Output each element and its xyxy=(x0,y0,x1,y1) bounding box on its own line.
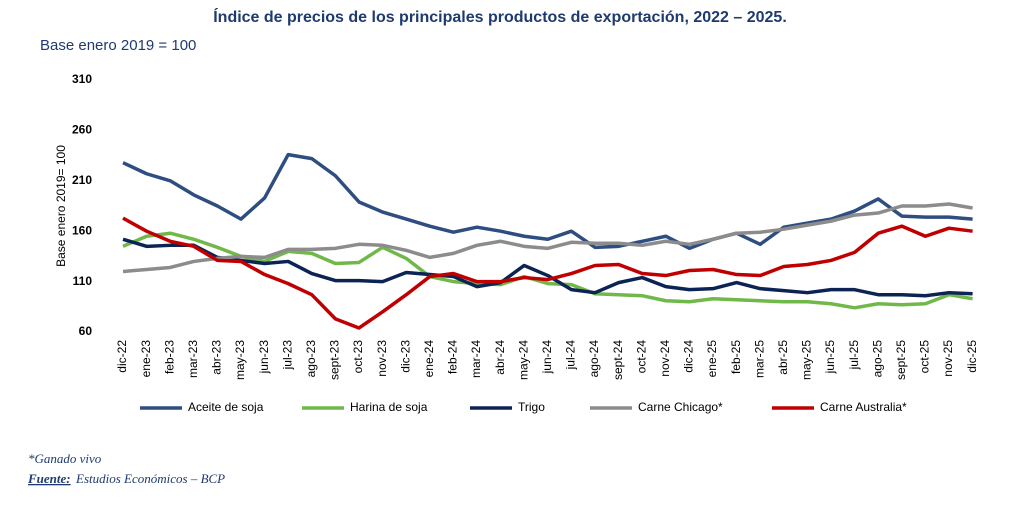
x-tick-label: nov-24 xyxy=(658,340,672,377)
x-tick-label: abr-25 xyxy=(776,340,790,375)
x-tick-label: may-23 xyxy=(233,340,247,380)
y-axis-label: Base enero 2019= 100 xyxy=(54,145,68,267)
x-tick-label: sept-25 xyxy=(894,340,908,380)
legend-label: Carne Australia* xyxy=(820,400,907,414)
x-tick-label: feb-25 xyxy=(729,340,743,374)
x-tick-label: dic-23 xyxy=(398,340,412,373)
x-tick-label: may-25 xyxy=(800,340,814,380)
x-tick-label: oct-23 xyxy=(351,340,365,374)
x-tick-label: oct-25 xyxy=(918,340,932,374)
x-tick-label: jun-24 xyxy=(540,340,554,375)
x-tick-label: ago-24 xyxy=(587,340,601,378)
x-tick-label: abr-24 xyxy=(493,340,507,375)
legend-label: Harina de soja xyxy=(350,400,428,414)
series-line xyxy=(122,231,973,310)
x-tick-label: dic-24 xyxy=(682,340,696,373)
chart-subtitle: Base enero 2019 = 100 xyxy=(40,37,196,54)
legend-label: Aceite de soja xyxy=(188,400,264,414)
x-tick-label: jul-25 xyxy=(847,340,861,371)
x-tick-label: may-24 xyxy=(516,340,530,380)
x-tick-label: dic-25 xyxy=(965,340,979,373)
x-tick-label: sept-24 xyxy=(611,340,625,380)
x-tick-label: nov-25 xyxy=(941,340,955,377)
legend-label: Trigo xyxy=(518,400,545,414)
x-tick-label: dic-22 xyxy=(115,340,129,373)
x-tick-label: ene-25 xyxy=(705,340,719,378)
x-tick-label: feb-24 xyxy=(446,340,460,374)
series-line xyxy=(122,216,973,330)
series-line xyxy=(122,237,973,298)
y-tick-label: 210 xyxy=(72,173,92,187)
x-tick-label: abr-23 xyxy=(210,340,224,375)
x-tick-label: jun-25 xyxy=(823,340,837,375)
chart-title: Índice de precios de los principales pro… xyxy=(213,7,787,26)
x-tick-label: mar-25 xyxy=(752,340,766,378)
y-tick-label: 160 xyxy=(72,223,92,237)
x-tick-label: jul-23 xyxy=(280,340,294,371)
x-tick-label: jun-23 xyxy=(257,340,271,375)
series-line xyxy=(122,202,973,274)
x-tick-label: sept-23 xyxy=(328,340,342,380)
x-tick-label: ago-25 xyxy=(870,340,884,378)
y-tick-label: 60 xyxy=(79,324,93,338)
x-tick-label: ene-24 xyxy=(422,340,436,378)
y-tick-label: 110 xyxy=(73,274,93,288)
y-tick-label: 260 xyxy=(72,123,92,137)
x-tick-label: feb-23 xyxy=(162,340,176,374)
x-tick-label: ago-23 xyxy=(304,340,318,378)
x-tick-label: jul-24 xyxy=(564,340,578,371)
footnote: *Ganado vivo xyxy=(28,451,102,466)
x-tick-label: mar-23 xyxy=(186,340,200,378)
x-tick-label: nov-23 xyxy=(375,340,389,377)
y-tick-label: 310 xyxy=(72,72,92,86)
x-tick-label: ene-23 xyxy=(139,340,153,378)
source-label: Fuente: xyxy=(27,471,71,486)
source: Estudios Económicos – BCP xyxy=(75,471,225,486)
x-tick-label: mar-24 xyxy=(469,340,483,378)
series-line xyxy=(122,152,973,251)
x-tick-label: oct-24 xyxy=(634,340,648,374)
legend-label: Carne Chicago* xyxy=(638,400,723,414)
